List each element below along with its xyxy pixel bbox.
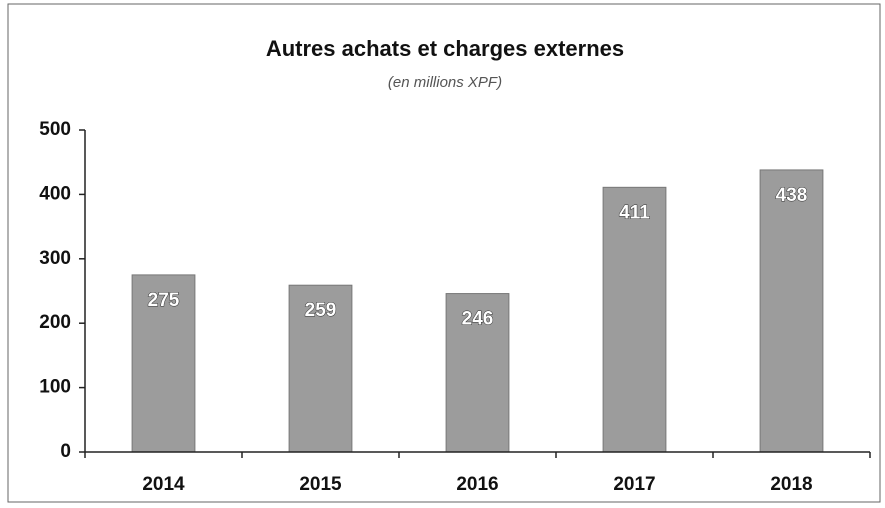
chart-title: Autres achats et charges externes (266, 36, 624, 61)
data-label: 275 (148, 290, 180, 311)
y-tick-label: 0 (60, 441, 71, 462)
bar (445, 293, 510, 453)
x-tick-label: 2018 (770, 474, 812, 495)
y-tick-label: 400 (39, 183, 71, 204)
y-tick-label: 100 (39, 377, 71, 398)
data-label: 246 (462, 309, 494, 330)
chart-frame (7, 3, 881, 503)
x-tick-label: 2017 (613, 474, 655, 495)
x-tick-label: 2015 (299, 474, 342, 495)
y-tick-label: 500 (39, 119, 71, 140)
bar (602, 186, 667, 453)
bar (288, 284, 353, 453)
y-tick-label: 200 (39, 312, 71, 333)
x-tick-label: 2014 (142, 474, 185, 495)
data-label: 438 (776, 185, 808, 206)
bar (759, 169, 824, 453)
data-label: 411 (619, 202, 650, 223)
x-tick-label: 2016 (456, 474, 498, 495)
y-tick-label: 300 (39, 248, 71, 269)
data-label: 259 (305, 300, 337, 321)
chart-subtitle: (en millions XPF) (388, 74, 502, 91)
